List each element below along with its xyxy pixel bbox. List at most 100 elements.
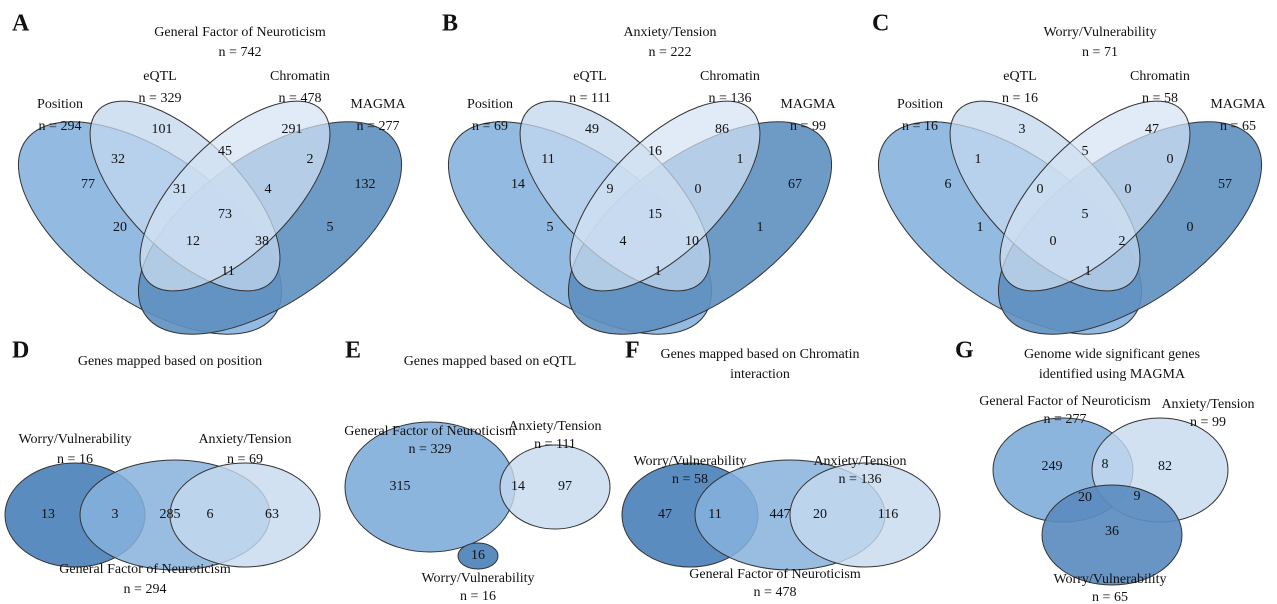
panel-letter: A bbox=[12, 11, 30, 37]
region-count: 101 bbox=[152, 122, 173, 137]
set-count: n = 16 bbox=[902, 119, 938, 134]
set-name: Chromatin bbox=[700, 69, 760, 84]
panel-letter: B bbox=[442, 11, 458, 37]
panel-title: General Factor of Neuroticism bbox=[154, 25, 326, 40]
set-name: Anxiety/Tension bbox=[198, 432, 291, 447]
set-name: Worry/Vulnerability bbox=[633, 454, 746, 469]
region-count: 3 bbox=[112, 507, 119, 522]
region-count: 11 bbox=[221, 264, 234, 279]
set-count: n = 65 bbox=[1092, 590, 1128, 604]
set-count: n = 277 bbox=[357, 119, 400, 134]
region-count: 5 bbox=[327, 220, 334, 235]
region-count: 5 bbox=[547, 220, 554, 235]
set-count: n = 111 bbox=[569, 91, 611, 106]
region-count: 1 bbox=[977, 220, 984, 235]
venn-set bbox=[499, 444, 611, 530]
panel-letter: G bbox=[955, 338, 974, 364]
set-name: General Factor of Neuroticism bbox=[979, 394, 1151, 409]
panel-letter: F bbox=[625, 338, 640, 364]
panel-letter: E bbox=[345, 338, 361, 364]
region-count: 447 bbox=[770, 507, 791, 522]
venn-set bbox=[169, 462, 321, 568]
region-count: 0 bbox=[1125, 182, 1132, 197]
region-count: 49 bbox=[585, 122, 599, 137]
panel-letter: C bbox=[872, 11, 889, 37]
region-count: 291 bbox=[282, 122, 303, 137]
set-count: n = 136 bbox=[839, 472, 882, 487]
set-name: Position bbox=[897, 97, 943, 112]
region-count: 14 bbox=[511, 177, 525, 192]
set-count: n = 16 bbox=[1002, 91, 1038, 106]
set-count: n = 58 bbox=[672, 472, 708, 487]
region-count: 9 bbox=[607, 182, 614, 197]
region-count: 1 bbox=[737, 152, 744, 167]
region-count: 5 bbox=[1082, 144, 1089, 159]
region-count: 4 bbox=[620, 234, 627, 249]
region-count: 77 bbox=[81, 177, 95, 192]
venn-set bbox=[789, 462, 941, 568]
venn-set bbox=[457, 542, 499, 570]
set-name: Position bbox=[467, 97, 513, 112]
region-count: 36 bbox=[1105, 524, 1119, 539]
venn-set bbox=[999, 100, 1191, 292]
region-count: 2 bbox=[307, 152, 314, 167]
region-count: 0 bbox=[1187, 220, 1194, 235]
panel-title: Genome wide significant genes bbox=[1024, 347, 1200, 362]
region-count: 5 bbox=[1082, 207, 1089, 222]
region-count: 20 bbox=[113, 220, 127, 235]
panel-title: Genes mapped based on Chromatin bbox=[660, 347, 859, 362]
region-count: 16 bbox=[648, 144, 662, 159]
set-count: n = 99 bbox=[790, 119, 826, 134]
region-count: 12 bbox=[186, 234, 200, 249]
panel-title: Worry/Vulnerability bbox=[1043, 25, 1156, 40]
region-count: 15 bbox=[648, 207, 662, 222]
panel-title: Anxiety/Tension bbox=[623, 25, 716, 40]
region-count: 32 bbox=[111, 152, 125, 167]
region-count: 285 bbox=[160, 507, 181, 522]
set-count: n = 478 bbox=[279, 91, 322, 106]
venn-set bbox=[1041, 484, 1183, 586]
set-name: Anxiety/Tension bbox=[813, 454, 906, 469]
region-count: 20 bbox=[1078, 490, 1092, 505]
set-name: Worry/Vulnerability bbox=[421, 571, 534, 586]
panel-letter: D bbox=[12, 338, 29, 364]
region-count: 315 bbox=[390, 479, 411, 494]
region-count: 9 bbox=[1134, 489, 1141, 504]
set-name: Worry/Vulnerability bbox=[1053, 572, 1166, 587]
set-count: n = 58 bbox=[1142, 91, 1178, 106]
set-name: General Factor of Neuroticism bbox=[59, 562, 231, 577]
set-count: n = 329 bbox=[409, 442, 452, 457]
panel-title: interaction bbox=[730, 367, 790, 382]
region-count: 47 bbox=[658, 507, 672, 522]
region-count: 1 bbox=[655, 264, 662, 279]
set-count: n = 136 bbox=[709, 91, 752, 106]
region-count: 6 bbox=[945, 177, 952, 192]
region-count: 16 bbox=[471, 548, 485, 563]
region-count: 2 bbox=[1119, 234, 1126, 249]
set-count: n = 277 bbox=[1044, 412, 1087, 427]
set-count: n = 65 bbox=[1220, 119, 1256, 134]
set-name: Position bbox=[37, 97, 83, 112]
set-name: eQTL bbox=[573, 69, 606, 84]
region-count: 97 bbox=[558, 479, 572, 494]
set-name: Chromatin bbox=[1130, 69, 1190, 84]
set-name: MAGMA bbox=[350, 97, 406, 112]
region-count: 73 bbox=[218, 207, 232, 222]
region-count: 3 bbox=[1019, 122, 1026, 137]
region-count: 45 bbox=[218, 144, 232, 159]
region-count: 1 bbox=[975, 152, 982, 167]
panel-total: n = 222 bbox=[649, 45, 692, 60]
region-count: 82 bbox=[1158, 459, 1172, 474]
region-count: 38 bbox=[255, 234, 269, 249]
region-count: 249 bbox=[1042, 459, 1063, 474]
set-name: Chromatin bbox=[270, 69, 330, 84]
panel-title: Genes mapped based on position bbox=[78, 354, 262, 369]
region-count: 0 bbox=[695, 182, 702, 197]
set-count: n = 294 bbox=[124, 582, 167, 597]
set-name: eQTL bbox=[1003, 69, 1036, 84]
set-name: MAGMA bbox=[780, 97, 836, 112]
panel-total: n = 71 bbox=[1082, 45, 1118, 60]
region-count: 20 bbox=[813, 507, 827, 522]
venn-set bbox=[139, 100, 331, 292]
